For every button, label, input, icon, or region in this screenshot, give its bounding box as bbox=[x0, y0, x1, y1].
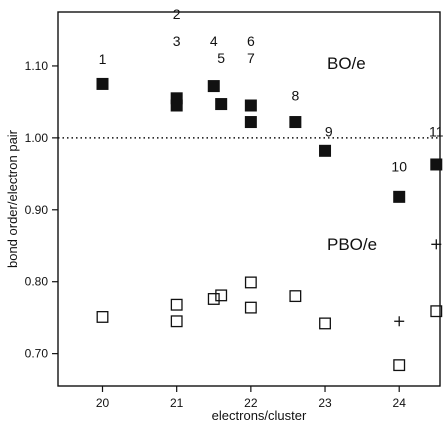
point-number-label: 11 bbox=[429, 123, 444, 139]
pbo-e-open-square-point bbox=[170, 315, 183, 328]
x-tick-label: 20 bbox=[96, 396, 110, 410]
x-axis-title: electrons/cluster bbox=[212, 408, 307, 423]
marks-layer bbox=[96, 77, 443, 372]
point-number-label: 8 bbox=[291, 87, 299, 103]
pbo-e-open-square-point bbox=[430, 305, 443, 318]
series-label-pbo-e: PBO/e bbox=[327, 235, 377, 254]
bo-e-filled-square-point bbox=[319, 144, 332, 157]
point-number-label: 4 bbox=[210, 33, 218, 49]
pbo-e-open-square-point bbox=[289, 290, 302, 303]
pbo-e-open-square-point bbox=[170, 298, 183, 311]
bo-e-filled-square-point bbox=[170, 99, 183, 112]
x-tick-label: 23 bbox=[318, 396, 332, 410]
y-tick-label: 0.80 bbox=[25, 275, 49, 289]
bo-e-filled-square-point bbox=[393, 190, 406, 203]
pbo-e-open-square-point bbox=[319, 317, 331, 330]
point-number-label: 2 bbox=[173, 6, 181, 22]
bo-e-filled-square-point bbox=[289, 116, 302, 129]
pbo-e-open-square-point bbox=[215, 289, 228, 302]
pbo-e-open-square-point bbox=[244, 301, 257, 314]
x-tick-label: 21 bbox=[170, 396, 184, 410]
bo-e-filled-square-point bbox=[430, 158, 443, 171]
x-tick-label: 24 bbox=[393, 396, 407, 410]
y-tick-label: 1.00 bbox=[25, 131, 49, 145]
pbo-e-open-square-point bbox=[96, 311, 109, 323]
y-tick-label: 0.70 bbox=[25, 347, 49, 361]
y-tick-label: 0.90 bbox=[25, 203, 49, 217]
point-number-label: 10 bbox=[391, 159, 407, 175]
point-number-label: 3 bbox=[173, 33, 181, 49]
point-number-label: 7 bbox=[247, 50, 255, 66]
y-axis-title: bond order/electron pair bbox=[5, 129, 20, 268]
pbo-e-open-square-point bbox=[393, 359, 406, 372]
bo-e-filled-square-point bbox=[215, 98, 228, 111]
bo-e-filled-square-point bbox=[244, 116, 257, 129]
series-label-bo-e: BO/e bbox=[327, 54, 366, 73]
y-tick-label: 1.10 bbox=[25, 59, 49, 73]
x-tick-label: 22 bbox=[244, 396, 258, 410]
pbo-e-open-square-point bbox=[244, 276, 257, 289]
pbo-e-open-square-point bbox=[207, 293, 220, 305]
point-number-label: 5 bbox=[217, 50, 225, 66]
bo-e-filled-square-point bbox=[96, 77, 109, 90]
plot-frame bbox=[57, 11, 441, 387]
bo-e-filled-square-point bbox=[244, 99, 257, 112]
axes-layer: 20 21 22 23 24 0.70 0.80 0.90 1.00 1.10 electrons/… bbox=[5, 11, 441, 423]
point-number-label: 6 bbox=[247, 33, 255, 49]
point-number-label: 1 bbox=[99, 51, 107, 67]
point-number-label: 9 bbox=[325, 123, 333, 139]
bo-e-filled-square-point bbox=[207, 80, 220, 93]
